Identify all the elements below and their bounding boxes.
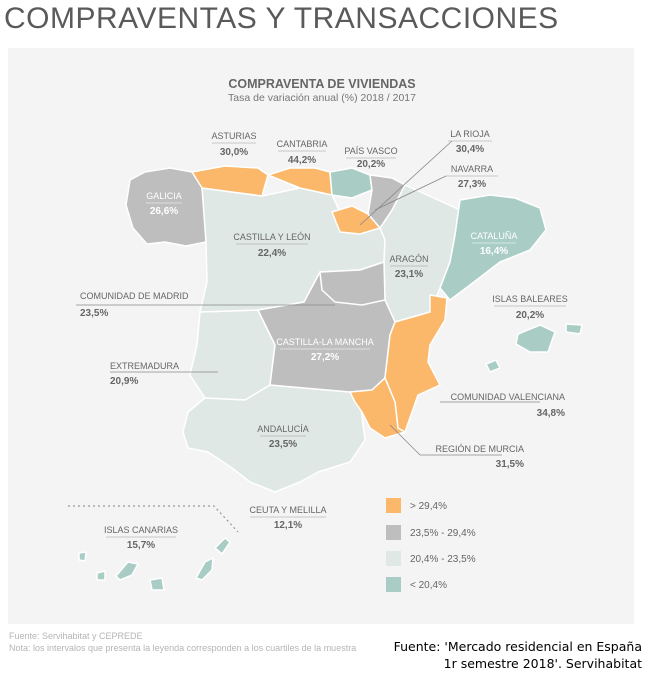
island-menorca[interactable] [565, 323, 583, 335]
island-canary-6[interactable] [214, 537, 231, 555]
label-asturias-name: ASTURIAS [211, 131, 256, 141]
label-castilla-y-leon-name: CASTILLA Y LEÓN [233, 232, 310, 242]
region-galicia[interactable] [125, 167, 207, 247]
footnote-source: Fuente: Servihabitat y CEPREDE [9, 631, 143, 641]
label-aragon-value: 23,1% [395, 269, 423, 280]
label-region-de-murcia-name: REGIÓN DE MURCIA [435, 444, 524, 454]
legend-swatch-1 [386, 498, 401, 513]
legend-swatch-2 [386, 525, 401, 540]
label-islas-canarias-name: ISLAS CANARIAS [104, 525, 178, 535]
label-la-rioja-name: LA RIOJA [450, 129, 490, 139]
region-comunidad-de-madrid[interactable] [319, 261, 386, 306]
leader-la-rioja [359, 140, 453, 226]
label-comunidad-valenciana-value: 34,8% [537, 408, 565, 419]
label-aragon-name: ARAGÓN [389, 254, 428, 264]
island-canary-4[interactable] [149, 577, 165, 591]
footnote-note: Nota: los intervalos que presenta la ley… [9, 643, 357, 653]
label-andalucia-value: 23,5% [269, 439, 297, 450]
island-canary-3[interactable] [115, 561, 139, 581]
label-ceuta-y-melilla-name: CEUTA Y MELILLA [249, 505, 326, 515]
legend: > 29,4% 23,5% - 29,4% 20,4% - 23,5% < 20… [386, 498, 476, 592]
label-comunidad-valenciana-name: COMUNIDAD VALENCIANA [451, 392, 565, 402]
region-navarra[interactable] [367, 174, 406, 229]
label-navarra-name: NAVARRA [451, 164, 493, 174]
label-pais-vasco-value: 20,2% [357, 159, 385, 170]
label-islas-baleares-value: 20,2% [516, 310, 544, 321]
label-asturias-value: 30,0% [220, 147, 248, 158]
label-galicia-value: 26,6% [150, 206, 178, 217]
legend-label-3: 20,4% - 23,5% [410, 554, 476, 565]
label-comunidad-de-madrid-value: 23,5% [80, 308, 108, 319]
source-caption: Fuente: 'Mercado residencial en España 1… [394, 638, 642, 672]
label-pais-vasco-name: PAÍS VASCO [344, 146, 397, 156]
label-ceuta-y-melilla-value: 12,1% [274, 520, 302, 531]
island-canary-5[interactable] [195, 557, 214, 581]
region-extremadura[interactable] [189, 309, 276, 401]
island-canary-2[interactable] [96, 570, 106, 581]
source-caption-line-2: 1r semestre 2018'. Servihabitat [443, 656, 642, 671]
map-subtitle: Tasa de variación anual (%) 2018 / 2017 [228, 92, 416, 104]
label-cataluna-name: CATALUÑA [471, 231, 518, 241]
leader-murcia-2 [389, 424, 421, 456]
label-cantabria-name: CANTABRIA [277, 139, 328, 149]
source-caption-line-1: Fuente: 'Mercado residencial en España [393, 639, 642, 654]
region-pais-vasco[interactable] [329, 167, 373, 199]
island-canary-1[interactable] [78, 551, 87, 562]
map-title: COMPRAVENTA DE VIVIENDAS [228, 77, 415, 91]
label-castilla-la-mancha-value: 27,2% [311, 352, 339, 363]
leader-navarra [374, 175, 447, 211]
island-mallorca[interactable] [515, 324, 556, 353]
label-islas-canarias-value: 15,7% [127, 540, 155, 551]
label-castilla-la-mancha-name: CASTILLA-LA MANCHA [276, 337, 374, 347]
label-extremadura-value: 20,9% [110, 376, 138, 387]
region-la-rioja[interactable] [331, 205, 381, 235]
label-cantabria-value: 44,2% [288, 155, 316, 166]
legend-label-1: > 29,4% [410, 501, 447, 512]
label-comunidad-de-madrid-name: COMUNIDAD DE MADRID [80, 291, 189, 301]
legend-label-4: < 20,4% [410, 580, 447, 591]
page-title: COMPRAVENTAS Y TRANSACCIONES [4, 2, 559, 35]
label-castilla-y-leon-value: 22,4% [258, 248, 286, 259]
label-extremadura-name: EXTREMADURA [110, 361, 179, 371]
legend-swatch-4 [386, 577, 401, 592]
island-ibiza[interactable] [485, 359, 501, 373]
label-andalucia-name: ANDALUCÍA [257, 424, 309, 434]
legend-swatch-3 [386, 551, 401, 566]
region-region-de-murcia[interactable] [349, 377, 406, 439]
label-navarra-value: 27,3% [458, 179, 486, 190]
region-cataluna[interactable] [439, 194, 547, 301]
label-islas-baleares-name: ISLAS BALEARES [492, 294, 568, 304]
label-cataluna-value: 16,4% [480, 246, 508, 257]
canary-islands-border [68, 505, 239, 533]
label-galicia-name: GALICIA [146, 191, 182, 201]
label-region-de-murcia-value: 31,5% [496, 459, 524, 470]
label-la-rioja-value: 30,4% [456, 144, 484, 155]
legend-label-2: 23,5% - 29,4% [410, 528, 476, 539]
